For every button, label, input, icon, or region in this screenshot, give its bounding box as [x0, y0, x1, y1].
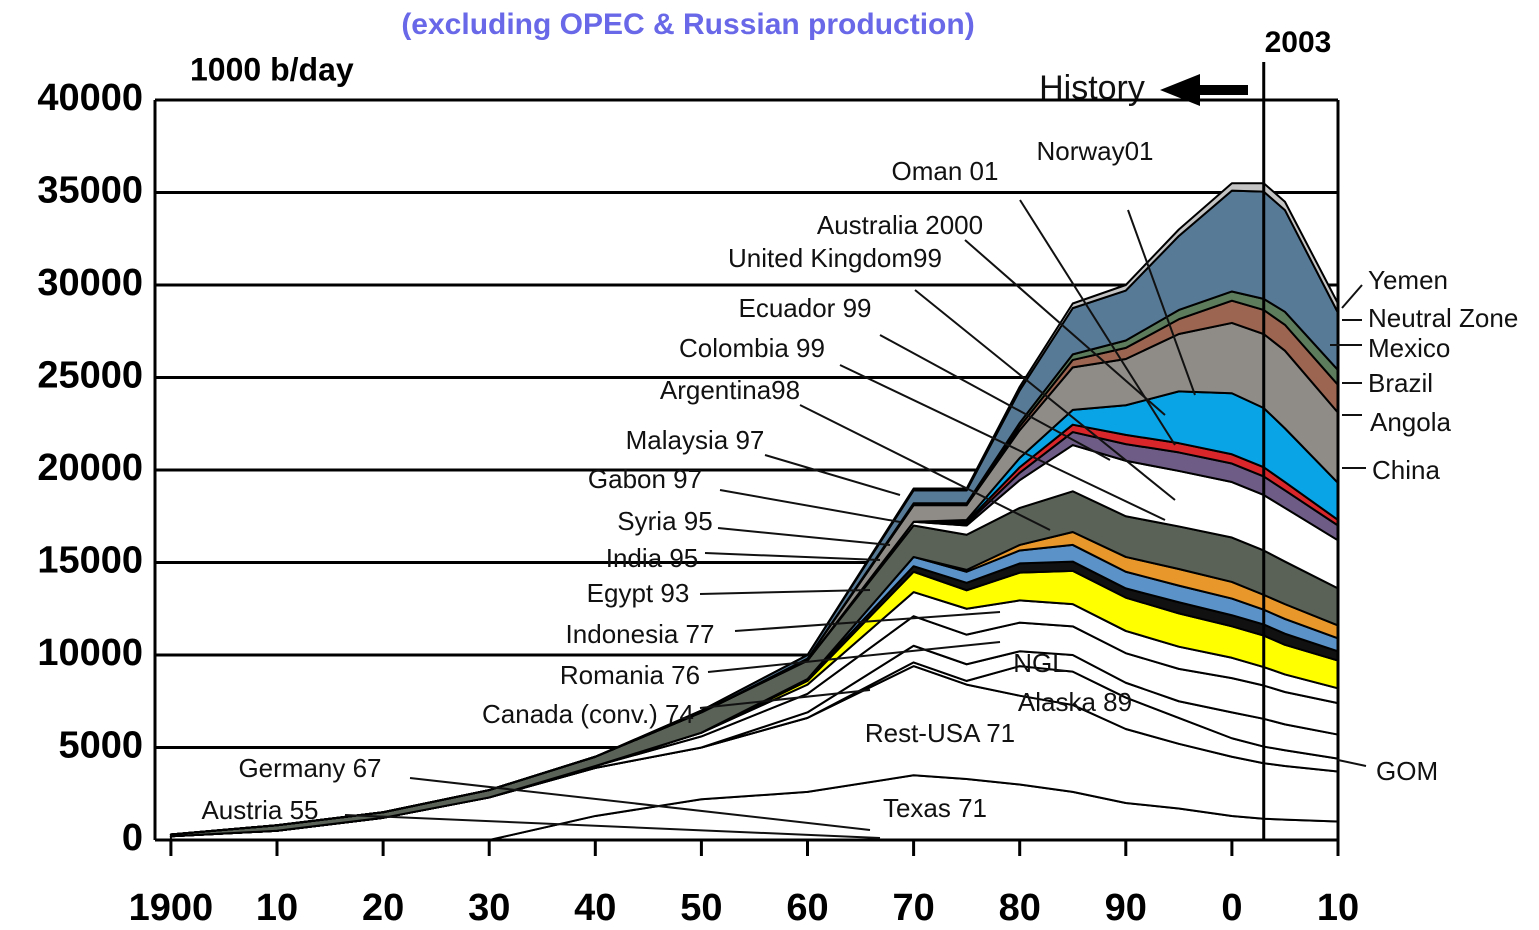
annotation: Alaska 89 [1018, 687, 1132, 717]
annotation: India 95 [606, 543, 699, 573]
annotation: United Kingdom99 [728, 243, 942, 273]
y-tick-label: 25000 [37, 355, 143, 397]
annotation: Romania 76 [560, 660, 700, 690]
annotation: China [1372, 455, 1440, 485]
annotation: Oman 01 [892, 156, 999, 186]
annotation: Brazil [1368, 368, 1433, 398]
annotation: Syria 95 [617, 506, 712, 536]
y-tick-label: 0 [122, 817, 143, 859]
y-tick-label: 10000 [37, 632, 143, 674]
y-tick-label: 5000 [58, 725, 143, 767]
annotation: Argentina98 [660, 375, 800, 405]
history-arrowhead [1160, 74, 1200, 106]
annotation: Neutral Zone [1368, 303, 1518, 333]
x-tick-label: 20 [362, 887, 404, 929]
chart-title: (excluding OPEC & Russian production) [401, 8, 974, 41]
annotation: Gabon 97 [588, 464, 702, 494]
annotation-arrow [1337, 759, 1367, 767]
annotation: Malaysia 97 [626, 425, 765, 455]
annotation: Canada (conv.) 74 [482, 699, 694, 729]
annotation-arrow [964, 239, 1166, 416]
annotation-arrow [1341, 284, 1363, 309]
annotation-arrow [764, 454, 901, 496]
annotation: Yemen [1368, 265, 1448, 295]
x-tick-label: 1900 [129, 887, 214, 929]
annotation-arrow [699, 589, 871, 595]
annotation: Angola [1370, 407, 1451, 437]
annotation-arrow [719, 489, 901, 523]
annotation-arrow [704, 552, 881, 561]
y-axis-label: 1000 b/day [190, 51, 354, 87]
annotation: Egypt 93 [587, 578, 690, 608]
annotation: Colombia 99 [679, 333, 825, 363]
annotation: Austria 55 [201, 795, 318, 825]
x-tick-label: 10 [256, 887, 298, 929]
annotation: Mexico [1368, 333, 1450, 363]
annotation: Australia 2000 [817, 210, 983, 240]
y-tick-label: 35000 [37, 170, 143, 212]
y-tick-label: 20000 [37, 447, 143, 489]
annotation-arrow [1019, 199, 1176, 446]
x-tick-label: 30 [468, 887, 510, 929]
annotation-arrow [879, 334, 1111, 461]
annotation-arrow [799, 404, 1051, 531]
x-tick-label: 40 [574, 887, 616, 929]
annotation-arrow [839, 364, 1166, 521]
x-tick-label: 0 [1221, 887, 1242, 929]
x-tick-label: 10 [1317, 887, 1359, 929]
annotation-arrow [344, 814, 881, 839]
annotation: Rest-USA 71 [865, 718, 1015, 748]
annotation: GOM [1376, 756, 1438, 786]
annotation-arrow [409, 777, 871, 831]
annotation-arrow [734, 611, 1001, 632]
x-tick-label: 50 [680, 887, 722, 929]
vline-label: 2003 [1265, 26, 1332, 59]
y-tick-label: 40000 [37, 77, 143, 119]
annotation: Texas 71 [883, 793, 987, 823]
annotation: Indonesia 77 [566, 619, 715, 649]
annotation: Germany 67 [238, 753, 381, 783]
x-tick-label: 60 [786, 887, 828, 929]
annotation-arrow [914, 289, 1176, 501]
annotation-arrow [717, 527, 891, 546]
annotation: NGL [1013, 648, 1066, 678]
y-tick-label: 30000 [37, 262, 143, 304]
x-tick-label: 70 [892, 887, 934, 929]
annotation-arrow [699, 689, 871, 709]
annotation-arrow [1127, 209, 1196, 396]
x-tick-label: 90 [1105, 887, 1147, 929]
annotation-arrow [707, 641, 1001, 673]
annotation: Ecuador 99 [739, 293, 872, 323]
x-tick-label: 80 [999, 887, 1041, 929]
annotation: Norway01 [1036, 136, 1153, 166]
y-tick-label: 15000 [37, 540, 143, 582]
